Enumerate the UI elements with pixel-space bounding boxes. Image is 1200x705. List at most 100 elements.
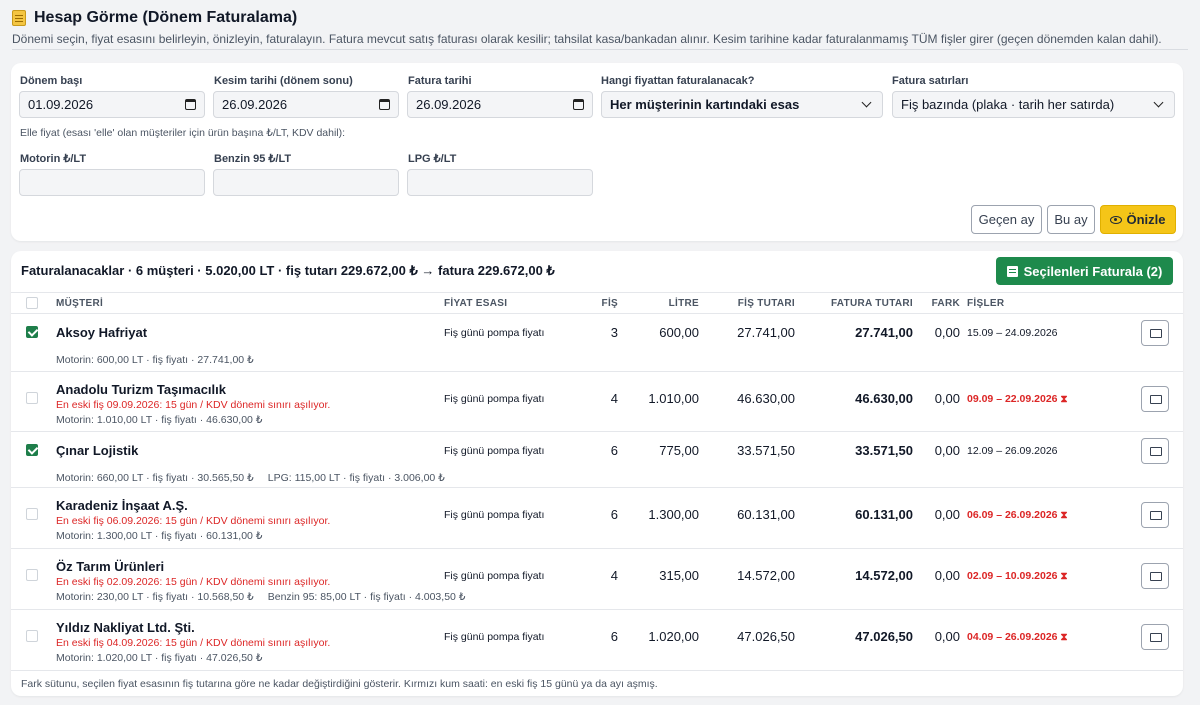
invoice-icon (1006, 265, 1018, 277)
folder-button[interactable] (1141, 563, 1169, 589)
fuel-breakdown: Motorin: 600,00 LT · fiş fiyatı · 27.741… (56, 354, 268, 366)
folder-button[interactable] (1141, 624, 1169, 650)
cutoff-label: Kesim tarihi (dönem sonu) (214, 75, 353, 87)
customer-name[interactable]: Anadolu Turizm Taşımacılık (56, 382, 226, 397)
page-subtitle: Dönemi seçin, fiyat esasını belirleyin, … (12, 32, 1162, 46)
gasoline-price-label: Benzin 95 ₺/LT (214, 153, 292, 165)
footnote: Fark sütunu, seçilen fiyat esasının fiş … (21, 678, 658, 690)
customer-name[interactable]: Aksoy Hafriyat (56, 325, 148, 340)
row-checkbox[interactable] (26, 569, 38, 581)
price-basis-select[interactable]: Her müşterinin kartındaki esas (601, 91, 883, 118)
calendar-icon (573, 99, 584, 110)
customer-name[interactable]: Yıldız Nakliyat Ltd. Şti. (56, 620, 195, 635)
table-row: Anadolu Turizm Taşımacılık En eski fiş 09… (11, 372, 1183, 432)
liters: 1.010,00 (648, 391, 699, 406)
col-liters: LİTRE (668, 298, 699, 309)
invoice-date-input[interactable]: 26.09.2026 (407, 91, 593, 118)
fuel-breakdown-item: Motorin: 1.010,00 LT · fiş fiyatı · 46.6… (56, 414, 263, 426)
previous-month-button[interactable]: Geçen ay (971, 205, 1042, 234)
invoice-total: 229.672,00 ₺ (477, 263, 555, 278)
invoice-amount: 14.572,00 (855, 568, 913, 583)
receipt-amount: 46.630,00 (737, 391, 795, 406)
folder-button[interactable] (1141, 438, 1169, 464)
col-invoice-amount: FATURA TUTARI (830, 298, 913, 309)
invoice-lines-select[interactable]: Fiş bazında (plaka · tarih her satırda) (892, 91, 1175, 118)
slip-date-range: 12.09 – 26.09.2026 (967, 445, 1058, 457)
diesel-price-input[interactable] (19, 169, 205, 196)
diff-amount: 0,00 (934, 507, 960, 522)
row-checkbox[interactable] (26, 508, 38, 520)
page-title: Hesap Görme (Dönem Faturalama) (34, 9, 298, 26)
row-checkbox[interactable] (26, 630, 38, 642)
lpg-price-label: LPG ₺/LT (408, 153, 457, 165)
customer-name[interactable]: Çınar Lojistik (56, 443, 139, 458)
folder-button[interactable] (1141, 320, 1169, 346)
table-row: Yıldız Nakliyat Ltd. Şti. En eski fiş 04.… (11, 610, 1183, 671)
hourglass-icon: ⧗ (1060, 394, 1068, 405)
folder-button[interactable] (1141, 502, 1169, 528)
price-basis: Fiş günü pompa fiyatı (444, 631, 545, 643)
hourglass-icon: ⧗ (1060, 571, 1068, 582)
receipt-amount: 47.026,50 (737, 629, 795, 644)
receipt-amount: 27.741,00 (737, 325, 795, 340)
fuel-breakdown: Motorin: 660,00 LT · fiş fiyatı · 30.565… (56, 472, 459, 484)
preview-button-label: Önizle (1126, 212, 1166, 227)
row-checkbox[interactable] (26, 326, 38, 338)
header-divider (12, 49, 1188, 50)
page-header: Hesap Görme (Dönem Faturalama) Dönemi se… (12, 8, 1188, 46)
liters: 1.300,00 (648, 507, 699, 522)
fuel-breakdown: Motorin: 1.020,00 LT · fiş fiyatı · 47.0… (56, 652, 276, 664)
fuel-breakdown-item: LPG: 115,00 LT · fiş fiyatı · 3.006,00 ₺ (267, 472, 445, 484)
fuel-breakdown: Motorin: 1.300,00 LT · fiş fiyatı · 60.1… (56, 530, 276, 542)
liters: 315,00 (659, 568, 699, 583)
receipt-count: 6 (610, 629, 618, 644)
ledger-icon (12, 10, 26, 26)
overdue-warning: En eski fiş 04.09.2026: 15 gün / KDV dön… (56, 637, 331, 649)
diff-amount: 0,00 (934, 629, 960, 644)
overdue-warning: En eski fiş 09.09.2026: 15 gün / KDV dön… (56, 399, 331, 411)
fuel-breakdown: Motorin: 230,00 LT · fiş fiyatı · 10.568… (56, 591, 479, 603)
row-checkbox[interactable] (26, 392, 38, 404)
cutoff-date-input[interactable]: 26.09.2026 (213, 91, 399, 118)
table-row: Aksoy Hafriyat Fiş günü pompa fiyatı 3 600,… (11, 314, 1183, 372)
fuel-breakdown-item: Motorin: 660,00 LT · fiş fiyatı · 30.565… (56, 472, 254, 484)
list-summary-prefix: Faturalanacaklar · 6 müşteri · 5.020,00 … (21, 263, 341, 278)
this-month-button[interactable]: Bu ay (1047, 205, 1095, 234)
fuel-breakdown-item: Motorin: 230,00 LT · fiş fiyatı · 10.568… (56, 591, 254, 603)
folder-button[interactable] (1141, 386, 1169, 412)
customer-name[interactable]: Karadeniz İnşaat A.Ş. (56, 498, 188, 513)
diff-amount: 0,00 (934, 391, 960, 406)
slip-date-range: 06.09 – 26.09.2026 ⧗ (967, 509, 1067, 521)
chevron-down-icon (861, 97, 872, 108)
price-basis: Fiş günü pompa fiyatı (444, 570, 545, 582)
invoice-selected-button[interactable]: Seçilenleri Faturala (2) (996, 257, 1173, 285)
period-start-input[interactable]: 01.09.2026 (19, 91, 205, 118)
fuel-breakdown-item: Benzin 95: 85,00 LT · fiş fiyatı · 4.003… (267, 591, 466, 603)
diff-amount: 0,00 (934, 443, 960, 458)
fuel-breakdown: Motorin: 1.010,00 LT · fiş fiyatı · 46.6… (56, 414, 276, 426)
col-receipt-amount: FİŞ TUTARI (737, 298, 795, 309)
slip-dates: 12.09 – 26.09.2026 (967, 445, 1058, 457)
fuel-breakdown-item: Motorin: 1.020,00 LT · fiş fiyatı · 47.0… (56, 652, 263, 664)
slip-dates: 02.09 – 10.09.2026 (967, 570, 1058, 582)
table-row: Karadeniz İnşaat A.Ş. En eski fiş 06.09.2… (11, 488, 1183, 549)
lpg-price-input[interactable] (407, 169, 593, 196)
preview-button[interactable]: Önizle (1100, 205, 1176, 234)
invoice-amount: 46.630,00 (855, 391, 913, 406)
price-basis: Fiş günü pompa fiyatı (444, 393, 545, 405)
invoice-amount: 33.571,50 (855, 443, 913, 458)
slip-dates: 09.09 – 22.09.2026 (967, 393, 1058, 405)
table-row: Çınar Lojistik Fiş günü pompa fiyatı 6 775,… (11, 432, 1183, 488)
price-basis-label: Hangi fiyattan faturalanacak? (601, 75, 755, 87)
col-customer: MÜŞTERİ (56, 298, 104, 309)
slip-date-range: 04.09 – 26.09.2026 ⧗ (967, 631, 1067, 643)
select-all-checkbox[interactable] (26, 297, 38, 309)
calendar-icon (185, 99, 196, 110)
gasoline-price-input[interactable] (213, 169, 399, 196)
receipt-total: 229.672,00 ₺ (340, 263, 418, 278)
calendar-icon (379, 99, 390, 110)
row-checkbox[interactable] (26, 444, 38, 456)
slip-date-range: 15.09 – 24.09.2026 (967, 327, 1058, 339)
slip-dates: 15.09 – 24.09.2026 (967, 327, 1058, 339)
customer-name[interactable]: Öz Tarım Ürünleri (56, 559, 165, 574)
